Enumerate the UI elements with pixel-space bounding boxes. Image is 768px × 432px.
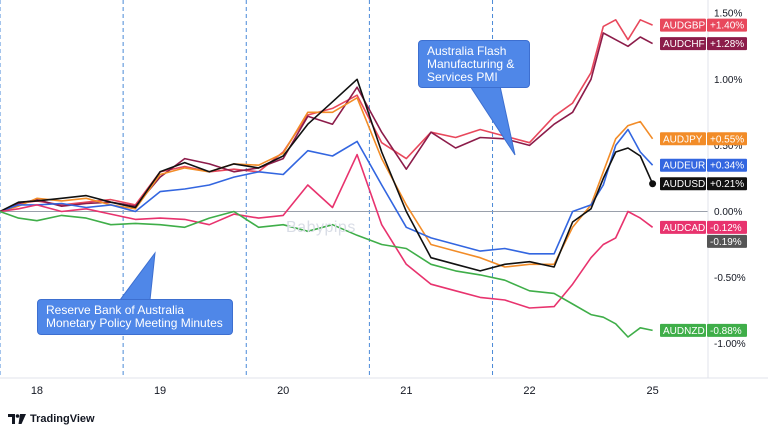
tag-audchf-name-box xyxy=(660,37,706,51)
x-tick-label: 21 xyxy=(400,385,412,397)
tag-audjpy-name-box xyxy=(660,132,706,146)
tag-audgbp-value: +1.40% xyxy=(710,21,744,32)
y-tick-label: -0.50% xyxy=(714,273,746,284)
audusd-last-price-dot xyxy=(649,180,657,188)
series-line-audgbp xyxy=(0,18,653,213)
tradingview-logo-icon xyxy=(8,414,26,424)
tag-audusd-value-box xyxy=(707,177,747,191)
tag-audcad-value-box xyxy=(707,220,747,234)
series-lines xyxy=(0,18,654,338)
series-line-audchf xyxy=(0,32,653,213)
tag-audjpy-value: +0.55% xyxy=(710,134,744,145)
series-line-audcad xyxy=(0,153,654,309)
tag-audnzd-value-box xyxy=(707,323,747,337)
series-tags: AUDGBP +1.40% AUDCHF +1.28% AUDJPY +0.55% AUDE… xyxy=(660,18,747,337)
y-tick-label: 1.50% xyxy=(714,9,742,20)
tag-audjpy-value-box xyxy=(707,132,747,146)
tag-audjpy-name: AUDJPY xyxy=(663,134,703,145)
rba-minutes-annotation: Reserve Bank of Australia Monetary Polic… xyxy=(37,299,233,335)
tag-audnzd: AUDNZD -0.88% xyxy=(660,323,747,337)
tag-audnzd-name: AUDNZD xyxy=(663,326,705,337)
flash-pmi-pointer xyxy=(469,85,516,156)
tag-audusd: AUDUSD +0.21% xyxy=(660,177,747,191)
tag-audeur-name: AUDEUR xyxy=(663,161,705,172)
y-tick-label: -1.00% xyxy=(714,339,746,350)
tag-extra-0-value: -0.19% xyxy=(710,237,742,248)
y-tick-label: 0.50% xyxy=(714,141,742,152)
tag-audeur-value-box xyxy=(707,158,747,172)
tag-audusd-value: +0.21% xyxy=(710,179,744,190)
tag-audnzd-name-box xyxy=(660,323,706,337)
tag-audchf-name: AUDCHF xyxy=(663,39,705,50)
x-tick-label: 22 xyxy=(523,385,535,397)
y-axis-ticks: 1.50% 1.00% 0.50% 0.00% -0.50% -1.00% xyxy=(714,9,746,350)
tag-audeur-name-box xyxy=(660,158,706,172)
watermark: Babypips xyxy=(286,219,356,236)
tag-audcad-name-box xyxy=(660,220,706,234)
flash-pmi-line-2: Manufacturing & xyxy=(427,57,515,71)
series-line-audeur xyxy=(0,128,654,255)
x-tick-label: 20 xyxy=(277,385,289,397)
tag-audcad-value: -0.12% xyxy=(710,223,742,234)
y-tick-label: 0.00% xyxy=(714,207,742,218)
tag-audcad-name: AUDCAD xyxy=(663,223,705,234)
series-line-audnzd xyxy=(0,210,653,338)
x-tick-label: 25 xyxy=(646,385,658,397)
x-tick-label: 18 xyxy=(31,385,43,397)
rba-minutes-pointer xyxy=(119,251,156,301)
tag-audnzd-value: -0.88% xyxy=(710,326,742,337)
rba-minutes-line-2: Monetary Policy Meeting Minutes xyxy=(46,316,223,330)
tradingview-logo[interactable]: TradingView xyxy=(8,412,95,426)
tag-extra-0: -0.19% xyxy=(707,234,747,248)
rba-minutes-line-1: Reserve Bank of Australia xyxy=(46,303,185,317)
flash-pmi-annotation: Australia Flash Manufacturing & Services… xyxy=(418,40,530,88)
flash-pmi-line-1: Australia Flash xyxy=(427,44,507,58)
tag-audgbp-value-box xyxy=(707,18,747,32)
tag-audgbp: AUDGBP +1.40% xyxy=(660,18,747,32)
tag-audeur-value: +0.34% xyxy=(710,161,744,172)
tag-audgbp-name: AUDGBP xyxy=(663,21,706,32)
tag-extra-0-value-box xyxy=(707,234,747,248)
tag-audeur: AUDEUR +0.34% xyxy=(660,158,747,172)
tag-audcad: AUDCAD -0.12% xyxy=(660,220,747,234)
tag-audusd-name: AUDUSD xyxy=(663,179,705,190)
tag-audchf-value-box xyxy=(707,37,747,51)
tag-audjpy: AUDJPY +0.55% xyxy=(660,132,747,146)
x-axis-ticks: 18 19 20 21 22 25 xyxy=(31,385,659,397)
x-tick-label: 19 xyxy=(154,385,166,397)
series-line-audusd xyxy=(0,78,654,272)
flash-pmi-line-3: Services PMI xyxy=(427,70,498,84)
tag-audgbp-name-box xyxy=(660,18,706,32)
tag-audusd-name-box xyxy=(660,177,706,191)
tag-audchf-value: +1.28% xyxy=(710,39,744,50)
tradingview-logo-text: TradingView xyxy=(30,413,95,425)
tag-audchf: AUDCHF +1.28% xyxy=(660,37,747,51)
y-tick-label: 1.00% xyxy=(714,75,742,86)
